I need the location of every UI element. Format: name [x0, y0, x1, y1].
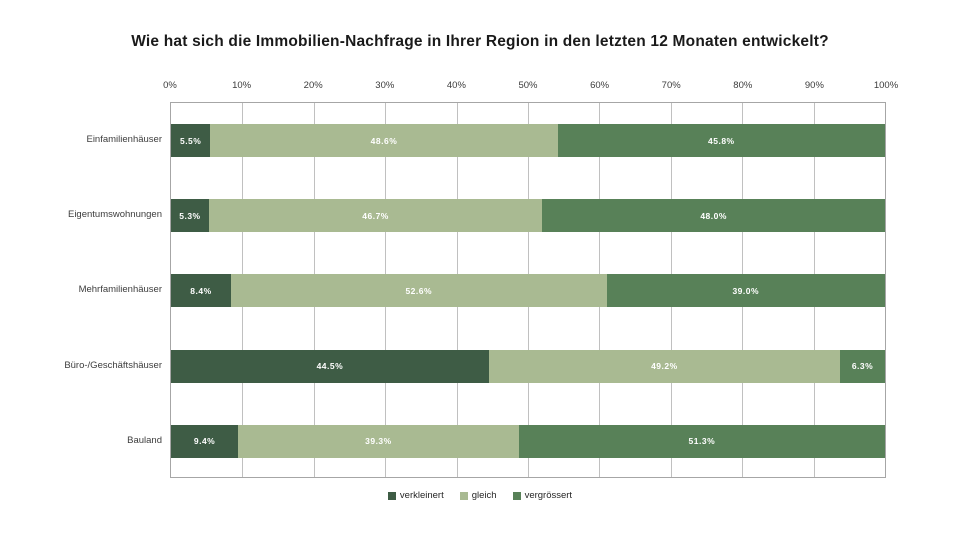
legend-label: gleich	[471, 490, 497, 501]
x-tick-label: 10%	[232, 80, 252, 91]
bar-segment-vergrössert: 51.3%	[518, 424, 885, 458]
bar-segment-vergrössert: 6.3%	[840, 349, 885, 383]
bar-value-label: 49.2%	[651, 361, 678, 372]
bar-value-label: 48.6%	[370, 135, 398, 146]
category-label: Büro-/Geschäftshäuser	[64, 359, 162, 371]
x-tick-label: 50%	[518, 80, 538, 91]
category-label: Mehrfamilienhäuser	[78, 284, 162, 296]
bar-value-label: 6.3%	[851, 361, 874, 372]
x-tick-label: 100%	[873, 80, 899, 91]
category-label: Bauland	[127, 434, 162, 446]
bar-value-label: 44.5%	[316, 361, 344, 372]
bar-value-label: 45.8%	[708, 135, 735, 146]
bar-segment-vergrössert: 45.8%	[557, 124, 885, 157]
bar-segment-vergrössert: 48.0%	[542, 199, 885, 233]
bar-value-label: 51.3%	[688, 436, 716, 447]
legend-item: vergrössert	[512, 490, 573, 501]
x-tick-label: 80%	[733, 80, 753, 91]
legend-label: verkleinert	[399, 490, 444, 501]
legend: verkleinert gleich vergrössert	[0, 490, 960, 501]
category-label: Einfamilienhäuser	[86, 134, 162, 145]
x-tick-label: 30%	[375, 80, 395, 91]
x-tick-label: 0%	[163, 80, 177, 91]
bar-segment-verkleinert: 5.3%	[171, 199, 209, 233]
legend-swatch-icon	[387, 491, 396, 500]
x-tick-label: 90%	[804, 80, 824, 91]
bar-segment-gleich: 52.6%	[230, 274, 607, 308]
chart-title: Wie hat sich die Immobilien-Nachfrage in…	[131, 33, 829, 50]
bar-row: 8.4% 52.6% 39.0%	[171, 274, 885, 308]
bar-value-label: 5.3%	[179, 210, 201, 221]
bar-value-label: 52.6%	[405, 285, 433, 296]
bar-segment-verkleinert: 44.5%	[171, 349, 489, 383]
bar-segment-verkleinert: 5.5%	[171, 124, 211, 157]
bar-value-label: 5.5%	[179, 135, 202, 146]
bar-value-label: 39.3%	[365, 436, 392, 447]
legend-swatch-icon	[459, 491, 468, 500]
x-tick-label: 60%	[590, 80, 610, 91]
bar-value-label: 8.4%	[190, 285, 212, 296]
bar-segment-gleich: 48.6%	[210, 124, 558, 157]
category-label: Eigentumswohnungen	[67, 209, 162, 221]
legend-label: vergrössert	[524, 490, 573, 501]
bar-value-label: 48.0%	[700, 210, 727, 221]
legend-item: verkleinert	[387, 490, 444, 501]
bar-value-label: 46.7%	[362, 210, 389, 221]
bar-row: 9.4% 39.3% 51.3%	[171, 424, 885, 458]
bar-segment-gleich: 39.3%	[238, 424, 519, 458]
bar-value-label: 39.0%	[732, 285, 760, 296]
legend-swatch-icon	[512, 491, 521, 500]
x-tick-label: 20%	[303, 80, 323, 91]
bar-row: 44.5% 49.2% 6.3%	[171, 349, 885, 383]
bar-row: 5.5% 48.6% 45.8%	[171, 124, 885, 157]
x-tick-label: 40%	[446, 80, 466, 91]
x-tick-label: 70%	[661, 80, 681, 91]
bar-row: 5.3% 46.7% 48.0%	[171, 199, 885, 233]
bar-segment-gleich: 49.2%	[488, 349, 841, 383]
legend-item: gleich	[459, 490, 497, 501]
bar-segment-verkleinert: 8.4%	[171, 274, 231, 308]
bar-value-label: 9.4%	[193, 436, 216, 447]
bar-segment-gleich: 46.7%	[208, 199, 543, 233]
bar-segment-verkleinert: 9.4%	[171, 424, 239, 458]
bar-segment-vergrössert: 39.0%	[606, 274, 885, 308]
plot-area: 5.5% 48.6% 45.8% 5.3% 46.7% 48.0% 8.4% 52.6% 39.…	[170, 102, 886, 478]
